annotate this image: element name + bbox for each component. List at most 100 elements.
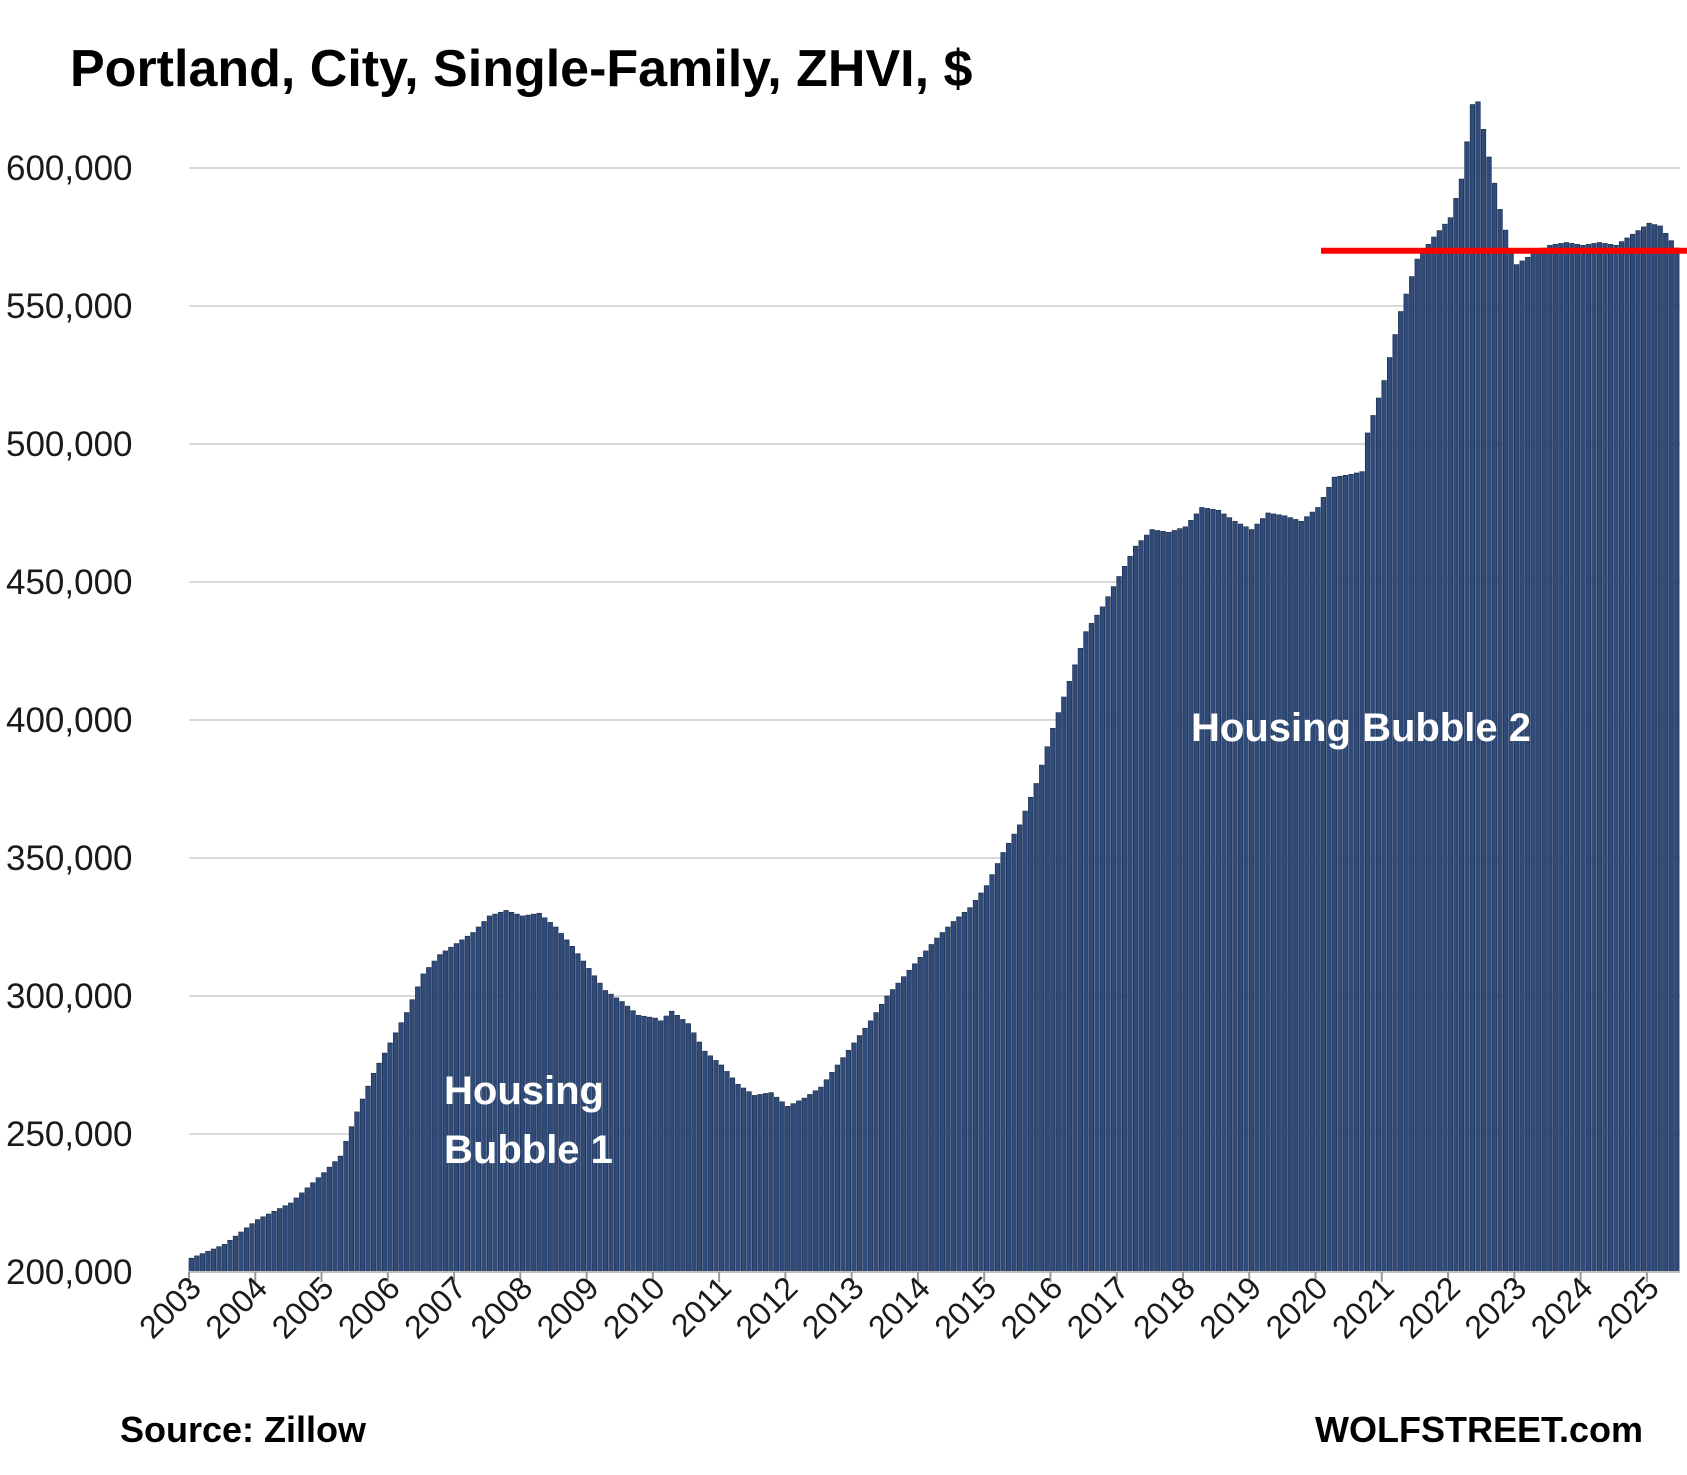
bar — [426, 967, 432, 1273]
bar — [393, 1032, 399, 1273]
bar — [1050, 727, 1056, 1273]
x-tick-label: 2016 — [994, 1269, 1070, 1345]
x-tick-label: 2009 — [530, 1269, 606, 1345]
bar — [266, 1213, 272, 1273]
chart-title: Portland, City, Single-Family, ZHVI, $ — [70, 40, 973, 98]
bar — [669, 1010, 675, 1273]
bar — [1331, 476, 1338, 1273]
bar — [801, 1097, 807, 1273]
bar — [321, 1172, 327, 1273]
bar — [713, 1060, 719, 1273]
x-tick-label: 2007 — [397, 1269, 473, 1345]
bar — [1596, 242, 1603, 1273]
x-tick-label: 2006 — [331, 1269, 407, 1345]
bar — [1232, 520, 1238, 1273]
bar — [983, 885, 990, 1273]
bar — [1398, 311, 1404, 1273]
bar — [1641, 226, 1647, 1273]
bar — [1171, 530, 1177, 1273]
bar — [1381, 380, 1387, 1273]
bar — [1039, 764, 1045, 1273]
bar — [365, 1085, 371, 1273]
bar — [895, 982, 901, 1273]
bar — [1519, 260, 1525, 1273]
bar — [260, 1216, 266, 1273]
y-tick-label: 400,000 — [6, 701, 133, 740]
bar — [1607, 244, 1614, 1273]
bar — [1514, 264, 1520, 1273]
bar — [1646, 222, 1652, 1273]
bar — [956, 916, 962, 1273]
bar — [293, 1197, 299, 1273]
bar — [823, 1079, 829, 1273]
bar — [194, 1255, 200, 1273]
y-tick-label: 200,000 — [6, 1253, 133, 1292]
bar — [845, 1049, 852, 1273]
bar — [1630, 233, 1636, 1273]
bar — [404, 1012, 410, 1273]
bar — [763, 1093, 769, 1273]
bar — [310, 1182, 316, 1273]
bar — [580, 960, 587, 1273]
bar — [751, 1095, 758, 1273]
bar — [851, 1042, 857, 1273]
bar — [906, 969, 912, 1273]
bar — [420, 973, 426, 1273]
x-axis: 2003200420052006200720082009201020112012… — [132, 1269, 1680, 1345]
bar — [1602, 243, 1608, 1273]
bar — [834, 1064, 841, 1273]
y-tick-label: 550,000 — [6, 287, 133, 326]
bar — [387, 1042, 393, 1273]
bar — [326, 1166, 332, 1273]
bar — [1359, 471, 1365, 1273]
x-tick-label: 2017 — [1060, 1269, 1136, 1345]
bar — [288, 1202, 294, 1273]
bar — [299, 1192, 305, 1273]
bar — [1536, 250, 1542, 1273]
bar — [779, 1101, 785, 1273]
bar — [1293, 519, 1299, 1273]
bar — [1425, 244, 1431, 1273]
bar — [249, 1223, 255, 1273]
brand-label: WOLFSTREET.com — [1315, 1409, 1643, 1450]
x-tick-label: 2023 — [1457, 1269, 1533, 1345]
bar — [221, 1244, 228, 1273]
bar — [1668, 240, 1674, 1273]
x-tick-label: 2010 — [596, 1269, 672, 1345]
bar — [856, 1035, 863, 1273]
bar — [1017, 824, 1023, 1273]
bar — [1574, 244, 1580, 1273]
bar — [1193, 513, 1199, 1273]
x-tick-label: 2003 — [132, 1269, 208, 1345]
x-tick-label: 2005 — [265, 1269, 341, 1345]
bar — [1530, 253, 1536, 1273]
bar — [1077, 647, 1083, 1273]
x-tick-label: 2014 — [861, 1269, 937, 1345]
x-tick-label: 2022 — [1391, 1269, 1467, 1345]
bar — [878, 1003, 885, 1273]
bar — [359, 1098, 366, 1273]
bar — [873, 1012, 879, 1273]
bar — [740, 1087, 747, 1273]
bar — [724, 1071, 730, 1273]
bar — [641, 1015, 647, 1273]
bar — [1436, 230, 1442, 1273]
annotation-bubble-2: Housing Bubble 2 — [1191, 706, 1531, 750]
bar — [343, 1141, 349, 1273]
bar — [718, 1064, 725, 1273]
bar — [1282, 515, 1288, 1273]
bar — [199, 1253, 205, 1273]
bar — [619, 1001, 625, 1273]
bar — [774, 1096, 780, 1273]
bar — [1414, 258, 1420, 1273]
bar — [1337, 475, 1343, 1273]
bar — [1657, 225, 1663, 1273]
bar — [254, 1219, 261, 1273]
bar — [1144, 534, 1150, 1273]
bar — [381, 1052, 388, 1273]
bar — [1525, 256, 1531, 1273]
bar — [332, 1161, 338, 1273]
bar — [1055, 712, 1061, 1273]
x-tick-label: 2013 — [795, 1269, 871, 1345]
